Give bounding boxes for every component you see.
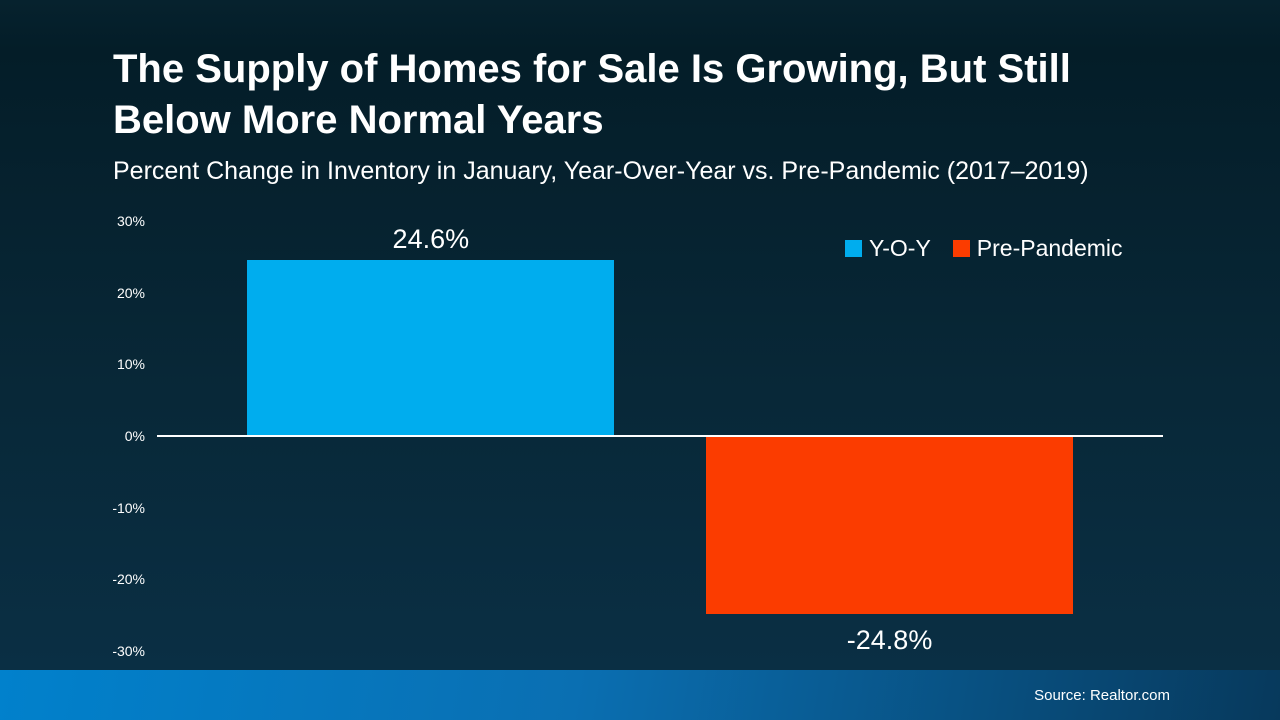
legend-swatch-pre-pandemic <box>952 240 970 257</box>
source-text: Source: Realtor.com <box>1034 686 1170 704</box>
chart-legend: Y-O-Y Pre-Pandemic <box>845 235 1123 262</box>
legend-label-pre-pandemic: Pre-Pandemic <box>976 235 1123 261</box>
y-tick-label-30: -30% <box>112 643 145 659</box>
y-tick-label-10: 10% <box>116 356 145 373</box>
bar-data-label-pre-pandemic: -24.8% <box>846 624 933 655</box>
y-tick-label-0: 0% <box>124 428 145 444</box>
y-tick-label-10: -10% <box>112 499 145 516</box>
legend-label-y-o-y: Y-O-Y <box>869 235 931 261</box>
chart-subtitle: Percent Change in Inventory in January, … <box>113 157 1089 185</box>
bar-pre-pandemic <box>706 437 1074 614</box>
bar-y-o-y <box>247 259 615 435</box>
legend-item-y-o-y: Y-O-Y <box>845 235 931 262</box>
bar-data-label-y-o-y: 24.6% <box>392 223 470 254</box>
y-axis: 30% 20% 10% 0% -10% -20% -30% <box>0 213 145 659</box>
y-tick-label-30: 30% <box>116 213 145 229</box>
legend-item-pre-pandemic: Pre-Pandemic <box>952 235 1123 262</box>
y-tick-label-20: -20% <box>112 571 145 588</box>
y-tick-label-20: 20% <box>116 284 145 301</box>
zero-baseline <box>157 435 1163 437</box>
plot-area: 24.6% -24.8% <box>157 221 1163 655</box>
chart-title: The Supply of Homes for Sale Is Growing,… <box>113 47 1071 142</box>
legend-swatch-y-o-y <box>845 240 862 257</box>
footer-bar: Source: Realtor.com <box>0 670 1280 720</box>
